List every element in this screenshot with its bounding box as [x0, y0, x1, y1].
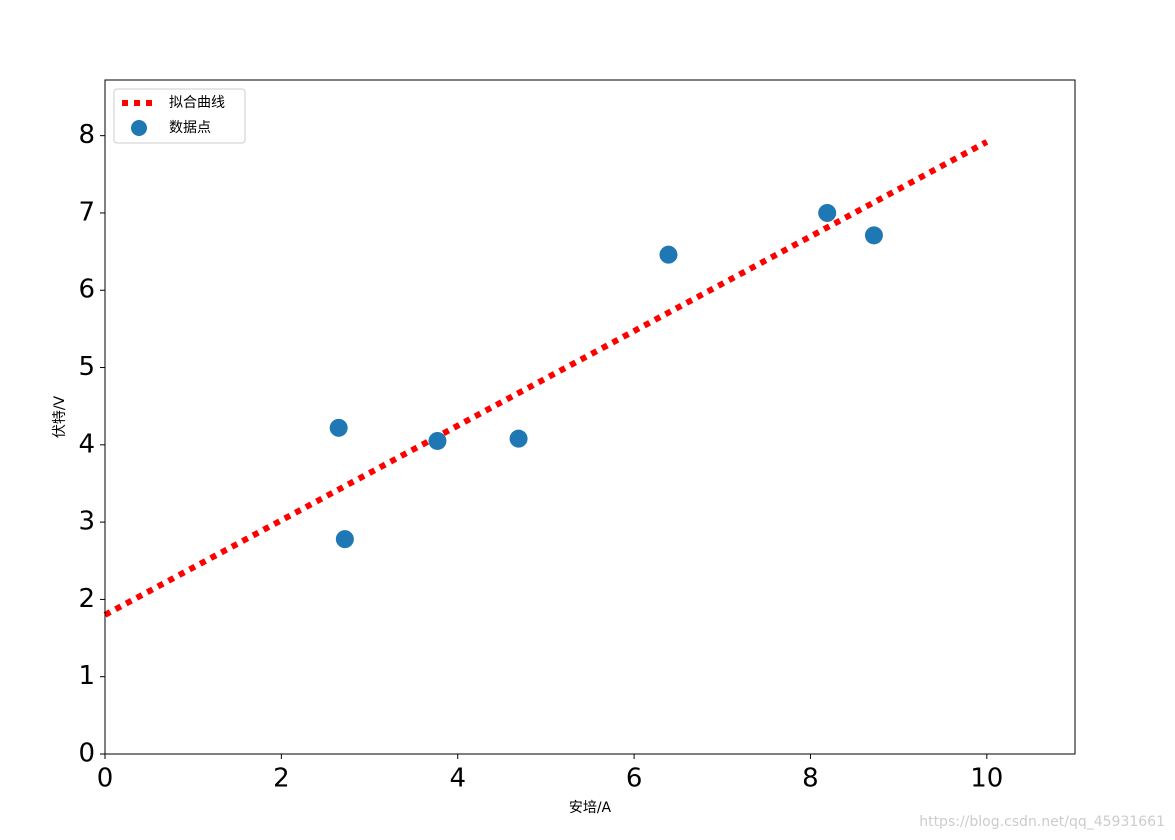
y-tick-label: 4: [78, 429, 95, 459]
data-point: [335, 530, 354, 549]
y-axis-label: 伏特/V: [52, 395, 68, 438]
y-tick-label: 6: [78, 275, 95, 305]
x-tick-label: 6: [626, 764, 643, 794]
legend-label: 拟合曲线: [169, 95, 225, 111]
data-point: [509, 429, 528, 448]
y-tick-label: 3: [78, 507, 95, 537]
legend-label: 数据点: [169, 120, 211, 136]
plot-frame: [104, 79, 1076, 755]
y-tick-label: 5: [78, 352, 95, 382]
y-tick-label: 7: [78, 197, 95, 227]
y-tick-label: 8: [78, 120, 95, 150]
data-point: [659, 245, 678, 264]
watermark: https://blog.csdn.net/qq_45931661: [919, 814, 1165, 830]
data-point: [329, 418, 348, 437]
data-point: [818, 203, 837, 222]
data-point: [864, 226, 883, 245]
x-tick-label: 0: [97, 764, 114, 794]
y-tick-label: 0: [78, 739, 95, 769]
x-tick-label: 8: [802, 764, 819, 794]
x-tick-label: 10: [970, 764, 1003, 794]
legend-swatch: [131, 120, 147, 136]
y-tick-label: 2: [78, 584, 95, 614]
fit-line: [103, 139, 989, 618]
x-tick-label: 4: [449, 764, 466, 794]
data-point: [428, 431, 447, 450]
x-tick-label: 2: [273, 764, 290, 794]
x-axis-label: 安培/A: [569, 800, 612, 816]
y-tick-label: 1: [78, 661, 95, 691]
